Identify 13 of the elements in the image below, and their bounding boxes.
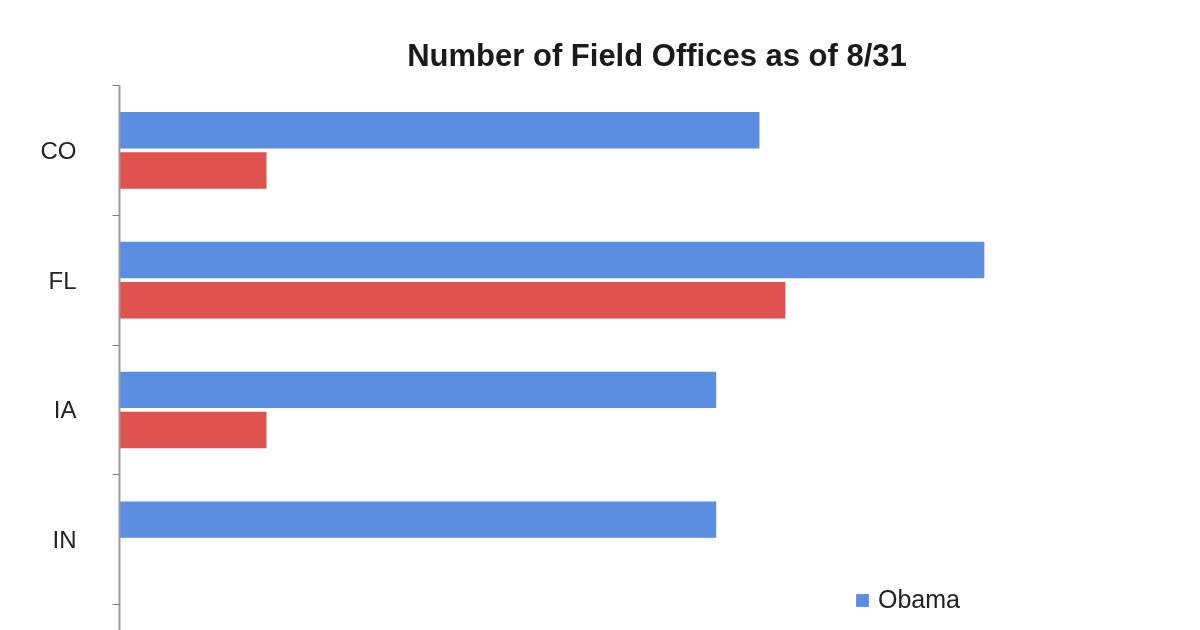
bar [119,371,717,408]
bar [119,411,267,449]
bar [119,501,717,538]
y-tick-label: FL [48,266,77,294]
y-tick-label: IN [52,526,77,554]
y-tick-label: IA [53,396,77,424]
bar [119,152,267,189]
legend-label: Obama [878,585,960,614]
y-tick-label: CO [40,136,77,164]
bar [119,282,786,319]
bar [119,241,985,279]
bar [119,112,760,149]
chart-title: Number of Field Offices as of 8/31 [407,37,907,73]
